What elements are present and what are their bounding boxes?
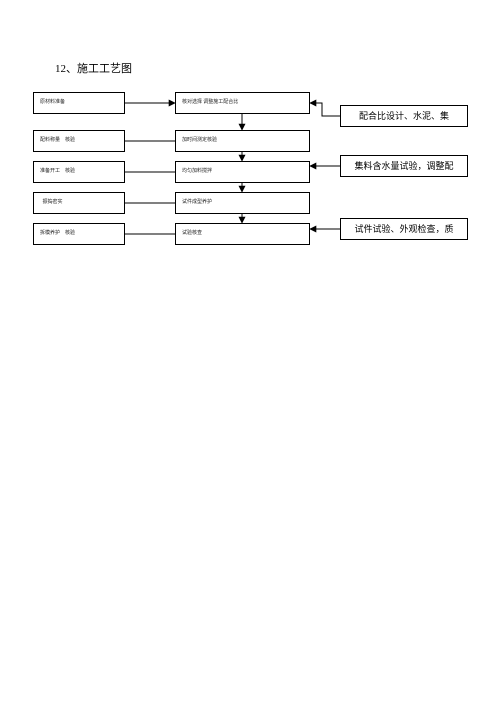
flow-node-M4: 试件成型养护: [175, 192, 310, 214]
flow-node-L4: 振捣密实: [33, 192, 125, 214]
flow-node-L1: 原材料准备: [33, 92, 125, 114]
flow-node-R1: 配合比设计、水泥、集: [340, 105, 468, 127]
flow-node-L5: 拆模养护 核验: [33, 223, 125, 245]
flow-node-M3: 均匀加料搅拌: [175, 161, 310, 183]
flowchart-diagram: 原材料准备配料称量 核验准备开工 核验振捣密实 拆模养护 核验 核对选择 调整施工…: [0, 0, 500, 350]
flow-node-M1: 核对选择 调整施工配合比: [175, 92, 310, 114]
flow-node-R2: 集料含水量试验，调整配: [340, 155, 468, 177]
flow-node-R3: 试件试验、外观检查，质: [340, 218, 468, 240]
flow-node-L2: 配料称量 核验: [33, 130, 125, 152]
flow-node-M5: 试验核查: [175, 223, 310, 245]
flow-node-M2: 加时间测定核验: [175, 130, 310, 152]
flow-node-L3: 准备开工 核验: [33, 161, 125, 183]
